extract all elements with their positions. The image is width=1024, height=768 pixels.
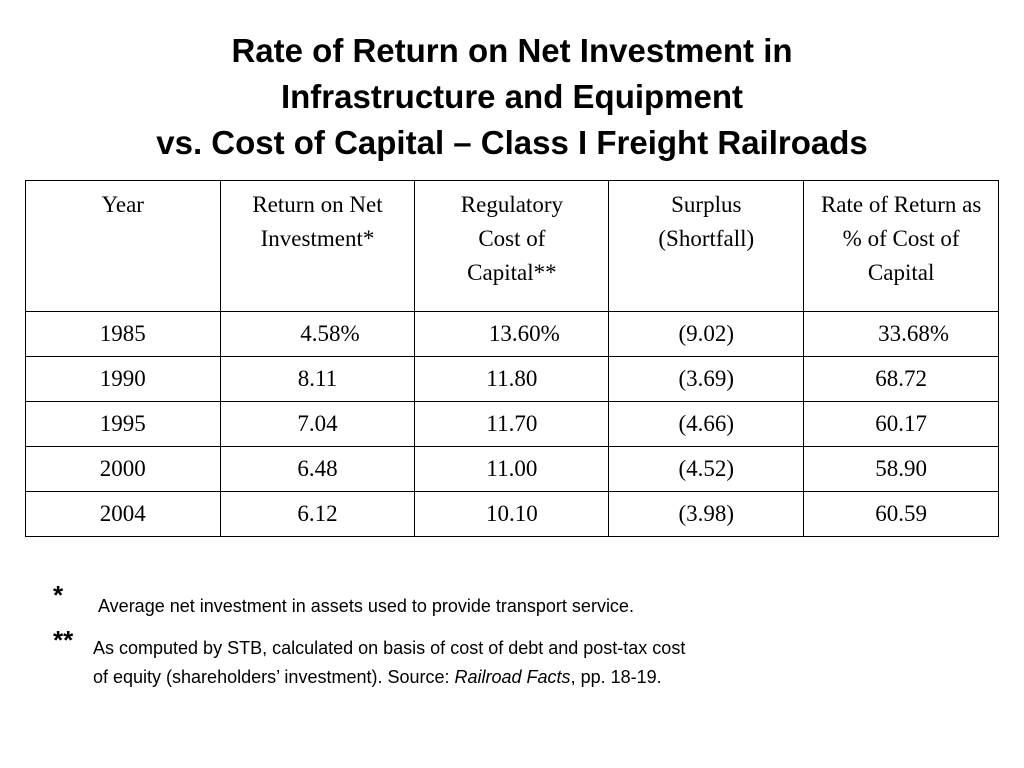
returns-table: Year Return on Net Investment* Regulator… xyxy=(25,180,999,537)
header-surplus-shortfall: Surplus (Shortfall) xyxy=(608,180,805,312)
header-regulatory-cost-of-capital: Regulatory Cost of Capital** xyxy=(414,180,610,312)
table-row: 2000 6.48 11.00 (4.52) 58.90 xyxy=(25,446,999,492)
footnote-2-line-2-suffix: , pp. 18-19. xyxy=(570,667,662,687)
footnote-2-line-2: of equity (shareholders’ investment). So… xyxy=(93,667,662,688)
cell-return: 7.04 xyxy=(219,401,416,447)
table-row: 2004 6.12 10.10 (3.98) 60.59 xyxy=(25,491,999,537)
cell-year: 1990 xyxy=(25,356,221,402)
page-title: Rate of Return on Net Investment in Infr… xyxy=(0,28,1024,166)
table-row: 1990 8.11 11.80 (3.69) 68.72 xyxy=(25,356,999,402)
footnote-2-marker: ** xyxy=(53,625,74,655)
cell-year: 2000 xyxy=(25,446,221,492)
cell-cost-of-capital: 10.10 xyxy=(414,491,610,537)
title-line-3: vs. Cost of Capital – Class I Freight Ra… xyxy=(156,124,868,161)
cell-year: 2004 xyxy=(25,491,221,537)
footnote-1-marker: * xyxy=(53,580,64,610)
cell-surplus: (3.98) xyxy=(608,491,805,537)
cell-year: 1985 xyxy=(25,311,221,357)
footnote-1-text: Average net investment in assets used to… xyxy=(98,596,634,616)
cell-rate-pct: 60.17 xyxy=(803,401,999,447)
title-line-1: Rate of Return on Net Investment in xyxy=(231,32,793,69)
header-year: Year xyxy=(25,180,221,312)
cell-cost-of-capital: 11.70 xyxy=(414,401,610,447)
cell-rate-pct: 58.90 xyxy=(803,446,999,492)
cell-return: 4.58% xyxy=(219,311,416,357)
cell-return: 6.48 xyxy=(219,446,416,492)
cell-year: 1995 xyxy=(25,401,221,447)
header-rate-of-return-pct: Rate of Return as % of Cost of Capital xyxy=(803,180,999,312)
title-line-2: Infrastructure and Equipment xyxy=(280,78,744,115)
footnote-2-source-title: Railroad Facts xyxy=(454,667,571,687)
header-return-on-net-investment: Return on Net Investment* xyxy=(219,180,416,312)
cell-surplus: (9.02) xyxy=(608,311,805,357)
cell-surplus: (4.52) xyxy=(608,446,805,492)
cell-cost-of-capital: 13.60% xyxy=(414,311,610,357)
cell-cost-of-capital: 11.80 xyxy=(414,356,610,402)
cell-cost-of-capital: 11.00 xyxy=(414,446,610,492)
cell-surplus: (3.69) xyxy=(608,356,805,402)
cell-return: 8.11 xyxy=(219,356,416,402)
cell-rate-pct: 60.59 xyxy=(803,491,999,537)
table-header-row: Year Return on Net Investment* Regulator… xyxy=(25,180,999,312)
cell-rate-pct: 68.72 xyxy=(803,356,999,402)
cell-rate-pct: 33.68% xyxy=(803,311,999,357)
footnote-2-line-2-prefix: of equity (shareholders’ investment). So… xyxy=(93,667,455,687)
cell-return: 6.12 xyxy=(219,491,416,537)
table-row: 1985 4.58% 13.60% (9.02) 33.68% xyxy=(25,311,999,357)
footnote-2-line-1: As computed by STB, calculated on basis … xyxy=(93,638,686,658)
table-row: 1995 7.04 11.70 (4.66) 60.17 xyxy=(25,401,999,447)
cell-surplus: (4.66) xyxy=(608,401,805,447)
